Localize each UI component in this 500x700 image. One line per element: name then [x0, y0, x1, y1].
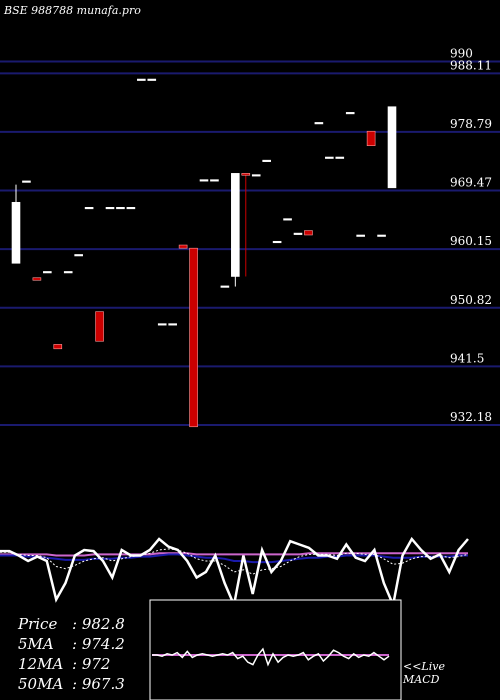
y-tick-label: 969.47: [450, 176, 492, 190]
candle-body: [43, 271, 52, 274]
y-tick-label: 988.11: [450, 58, 492, 72]
stat-50ma: 50MA : 967.3: [18, 674, 125, 694]
candle-body: [251, 174, 261, 177]
stat-value: : 982.8: [72, 615, 125, 633]
momentum-indicator-panel: [0, 536, 469, 610]
candle-body: [293, 232, 303, 235]
candle-body: [53, 344, 63, 350]
stat-label: Price: [18, 615, 58, 633]
stat-label: 50MA: [18, 675, 64, 693]
candle-body: [189, 247, 198, 428]
candle-body: [366, 130, 376, 146]
stat-value: : 967.3: [72, 675, 125, 693]
moving-average-stats: Price : 982.8 5MA : 974.2 12MA : 972 50M…: [18, 614, 125, 694]
candle-body: [241, 173, 251, 176]
live-macd-label: <<Live MACD: [403, 660, 445, 686]
candle-body: [377, 234, 386, 237]
candle-body: [220, 285, 230, 288]
y-tick-label: 950.82: [450, 293, 492, 307]
stat-price: Price : 982.8: [18, 614, 125, 634]
candle-body: [325, 156, 334, 159]
y-tick-label: 941.5: [450, 351, 484, 365]
macd-panel: [149, 599, 402, 700]
candle-body: [335, 156, 345, 159]
candle-body: [32, 277, 42, 281]
candle-body: [314, 122, 324, 125]
candle-body: [345, 112, 355, 115]
candle-body: [116, 207, 125, 210]
y-tick-label: 990: [450, 46, 473, 60]
stat-value: : 974.2: [72, 635, 125, 653]
candle-body: [168, 323, 177, 326]
stat-label: 5MA: [18, 635, 54, 653]
candle-body: [11, 201, 21, 264]
candle-body: [262, 159, 271, 162]
indicator-line: [0, 553, 468, 564]
candle-body: [387, 106, 397, 189]
chart-watermark: BSE 988788 munafa.pro: [4, 4, 141, 17]
macd-label: MACD: [403, 673, 440, 686]
candle-body: [147, 78, 157, 81]
candle-body: [22, 180, 31, 183]
candle-body: [304, 230, 313, 236]
candle-body: [210, 179, 219, 182]
candle-body: [84, 207, 94, 210]
price-gridlines: [0, 60, 500, 427]
candle-body: [74, 254, 83, 257]
candle-body: [105, 207, 115, 210]
candle-body: [126, 207, 136, 210]
y-tick-label: 932.18: [450, 410, 492, 424]
candle-body: [95, 311, 104, 342]
stat-value: : 972: [72, 655, 111, 673]
stat-label: 12MA: [18, 655, 64, 673]
candle-body: [272, 240, 282, 244]
candle-body: [63, 271, 73, 274]
candle-body: [137, 78, 146, 81]
candle-body: [178, 244, 188, 249]
y-tick-label: 978.79: [450, 117, 492, 131]
indicator-line: [0, 536, 469, 610]
candle-body: [283, 218, 292, 221]
macd-line: [152, 647, 390, 667]
stat-12ma: 12MA : 972: [18, 654, 125, 674]
candle-body: [157, 323, 167, 326]
candlestick-series: [11, 78, 397, 428]
indicator-line: [0, 552, 468, 557]
candle-body: [231, 173, 240, 277]
live-label: <<Live: [403, 660, 445, 673]
stat-5ma: 5MA : 974.2: [18, 634, 125, 654]
macd-frame: [149, 599, 402, 700]
candle-body: [356, 234, 365, 237]
candle-body: [199, 179, 209, 182]
y-tick-label: 960.15: [450, 234, 492, 248]
